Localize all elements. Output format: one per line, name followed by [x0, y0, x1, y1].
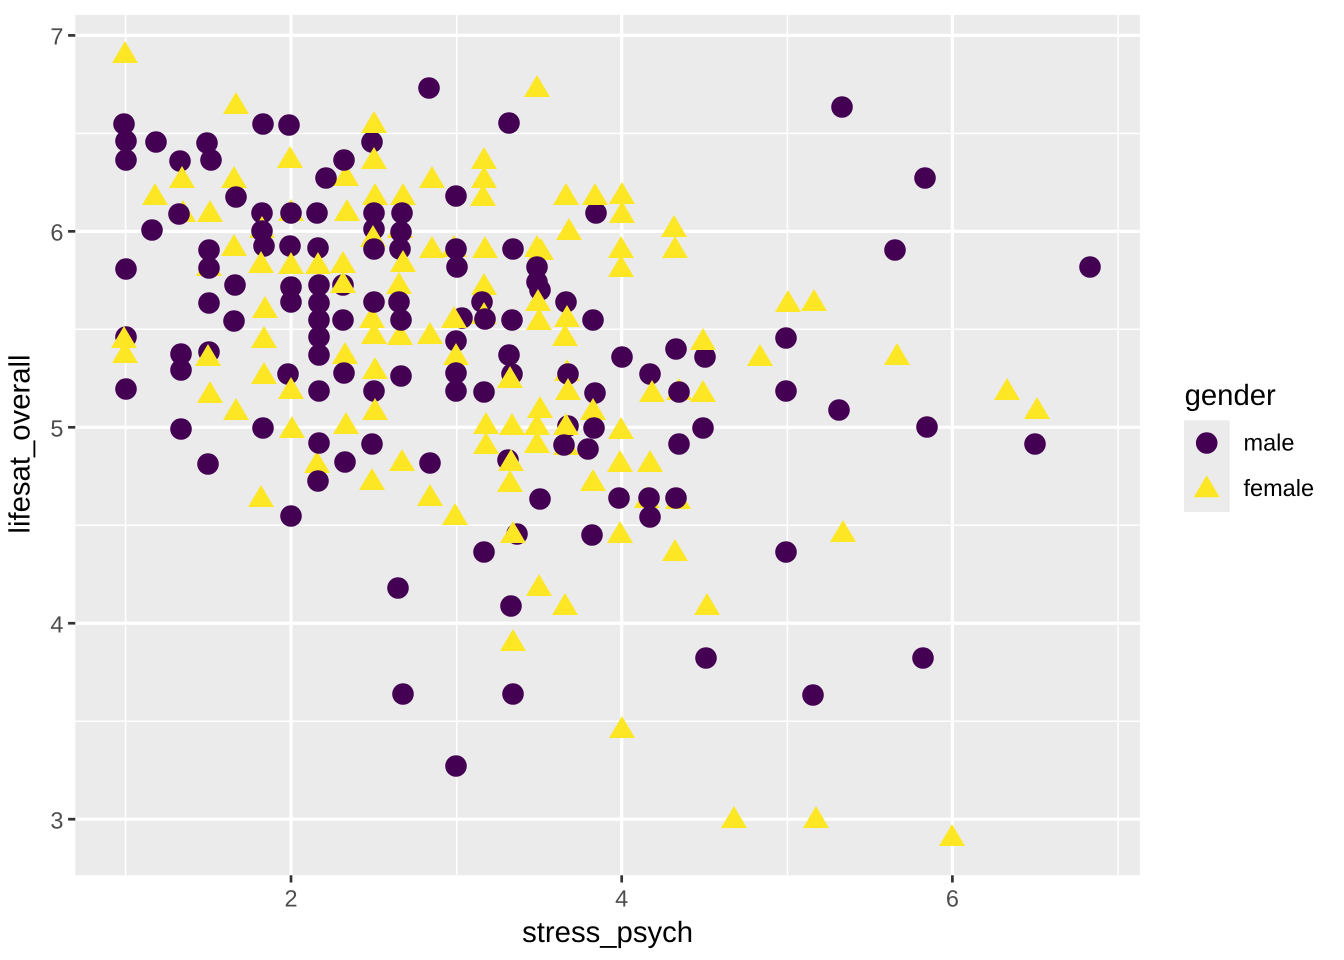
svg-text:stress_psych: stress_psych: [522, 916, 693, 949]
svg-text:5: 5: [50, 416, 63, 442]
svg-text:female: female: [1244, 475, 1315, 501]
svg-text:4: 4: [615, 885, 628, 911]
svg-text:2: 2: [284, 885, 297, 911]
svg-text:male: male: [1244, 430, 1295, 456]
svg-text:4: 4: [50, 611, 63, 637]
svg-text:6: 6: [50, 220, 63, 246]
svg-text:3: 3: [50, 807, 63, 833]
svg-text:6: 6: [946, 885, 959, 911]
svg-text:lifesat_overall: lifesat_overall: [4, 354, 37, 533]
svg-text:7: 7: [50, 24, 63, 50]
svg-text:gender: gender: [1185, 379, 1276, 412]
